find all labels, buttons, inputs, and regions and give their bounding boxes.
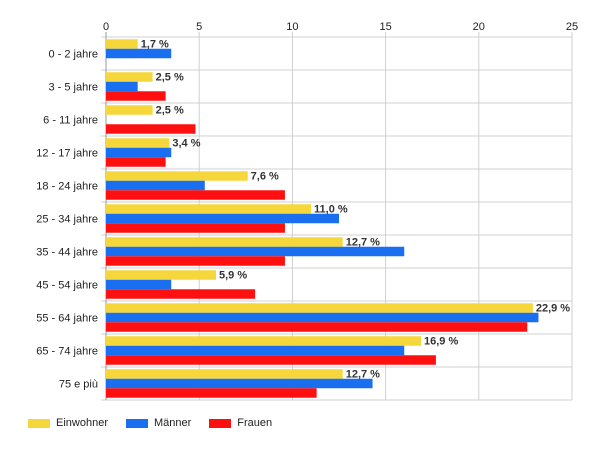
category-label: 45 - 54 jahre (36, 280, 98, 292)
legend-swatch-einwohner (28, 418, 50, 428)
bar-maenner-1 (106, 81, 138, 92)
bar-einwohner-10 (106, 369, 343, 379)
category-label: 0 - 2 jahre (48, 49, 98, 61)
bar-frauen-2 (106, 124, 196, 134)
legend-item-maenner: Männer (125, 417, 192, 429)
data-label: 16,9 % (424, 335, 458, 347)
bars (106, 39, 539, 398)
bar-einwohner-4 (106, 171, 248, 181)
category-label: 25 - 34 jahre (36, 214, 98, 226)
bar-einwohner-3 (106, 138, 170, 148)
bar-maenner-9 (106, 345, 405, 356)
x-tick-label: 5 (196, 21, 202, 33)
bar-einwohner-7 (106, 270, 216, 280)
bar-einwohner-0 (106, 39, 138, 49)
bar-frauen-4 (106, 190, 285, 200)
bar-einwohner-1 (106, 72, 153, 82)
bar-maenner-10 (106, 378, 373, 389)
grid (101, 32, 573, 401)
legend-label-frauen: Frauen (237, 417, 273, 429)
bar-frauen-6 (106, 256, 285, 266)
category-label: 65 - 74 jahre (36, 346, 98, 358)
bar-einwohner-2 (106, 105, 153, 115)
data-label: 7,6 % (251, 170, 279, 182)
bar-einwohner-5 (106, 204, 312, 214)
x-tick-label: 0 (103, 21, 109, 33)
data-label: 2,5 % (156, 104, 184, 116)
bar-frauen-3 (106, 157, 166, 167)
legend-swatch-frauen (209, 418, 232, 428)
category-label: 12 - 17 jahre (36, 148, 98, 160)
labels: 0 5 10 15 20 25 0 - 2 jahre 1,7 % 3 - 5 jahre 2,5… (36, 21, 578, 391)
bar-maenner-0 (106, 48, 172, 59)
category-label: 35 - 44 jahre (36, 247, 98, 259)
data-label: 12,7 % (346, 236, 380, 248)
legend: Einwohner Männer Frauen (28, 417, 272, 429)
bar-frauen-7 (106, 289, 256, 299)
x-tick-label: 25 (566, 21, 578, 33)
bar-maenner-8 (106, 312, 539, 323)
data-label: 5,9 % (219, 269, 247, 281)
bar-maenner-3 (106, 147, 172, 158)
category-label: 55 - 64 jahre (36, 313, 98, 325)
bar-maenner-7 (106, 279, 172, 290)
category-label: 3 - 5 jahre (48, 82, 98, 94)
data-label: 3,4 % (172, 137, 200, 149)
legend-label-einwohner: Einwohner (56, 417, 108, 429)
bar-frauen-1 (106, 91, 166, 101)
data-label: 1,7 % (141, 38, 169, 50)
bar-maenner-4 (106, 180, 205, 191)
legend-item-frauen: Frauen (209, 417, 272, 429)
bar-maenner-6 (106, 246, 405, 257)
legend-swatch-maenner (125, 418, 148, 428)
data-label: 22,9 % (536, 302, 570, 314)
bar-einwohner-9 (106, 336, 422, 346)
bar-maenner-5 (106, 213, 339, 224)
x-tick-label: 10 (286, 21, 298, 33)
data-label: 12,7 % (346, 368, 380, 380)
category-label: 6 - 11 jahre (43, 115, 98, 127)
bar-frauen-10 (106, 388, 317, 398)
data-label: 11,0 % (314, 203, 348, 215)
legend-item-einwohner: Einwohner (28, 417, 108, 429)
x-tick-label: 15 (379, 21, 391, 33)
bar-einwohner-6 (106, 237, 343, 247)
legend-label-maenner: Männer (153, 417, 192, 429)
bar-frauen-5 (106, 223, 285, 233)
x-tick-label: 20 (473, 21, 485, 33)
category-label: 18 - 24 jahre (36, 181, 98, 193)
data-label: 2,5 % (156, 71, 184, 83)
bar-einwohner-8 (106, 303, 533, 313)
bar-frauen-8 (106, 322, 528, 332)
bar-frauen-9 (106, 355, 436, 365)
category-label: 75 e più (59, 379, 98, 391)
